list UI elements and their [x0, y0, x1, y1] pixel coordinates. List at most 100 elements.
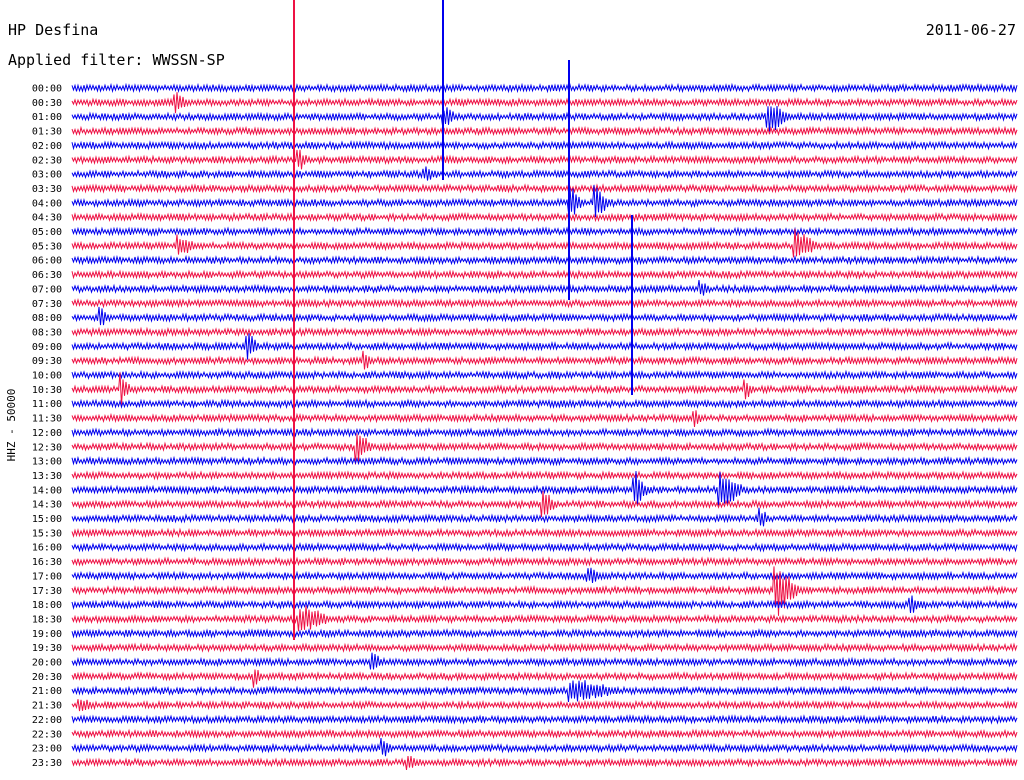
- time-tick-label: 02:30: [32, 155, 62, 166]
- trace-line: [71, 410, 1018, 428]
- time-tick-label: 08:30: [32, 327, 62, 338]
- time-tick-label: 09:30: [32, 356, 62, 367]
- time-tick-label: 13:00: [32, 457, 62, 468]
- trace-line: [71, 680, 1018, 702]
- trace-line: [71, 333, 1018, 360]
- time-tick-label: 12:00: [32, 428, 62, 439]
- trace-line: [71, 556, 1018, 567]
- time-tick-label: 14:30: [32, 500, 62, 511]
- time-tick-label: 23:00: [32, 744, 62, 755]
- time-tick-label: 03:30: [32, 184, 62, 195]
- trace-line: [71, 471, 1018, 508]
- time-tick-label: 04:30: [32, 213, 62, 224]
- time-tick-label: 19:30: [32, 643, 62, 654]
- trace-line: [71, 372, 1018, 407]
- trace-line: [71, 350, 1018, 370]
- trace-line: [71, 92, 1018, 114]
- trace-line: [71, 507, 1018, 527]
- trace-line: [71, 211, 1018, 223]
- time-tick-label: 20:00: [32, 658, 62, 669]
- time-tick-label: 10:00: [32, 371, 62, 382]
- trace-line: [71, 595, 1018, 614]
- time-tick-label: 00:00: [32, 84, 62, 95]
- trace-line: [71, 125, 1018, 137]
- trace-line: [71, 398, 1018, 410]
- time-tick-label: 07:30: [32, 299, 62, 310]
- station-title: HP Desfina: [8, 21, 99, 39]
- time-tick-label: 07:00: [32, 284, 62, 295]
- trace-group: [71, 0, 1018, 770]
- trace-line: [71, 491, 1018, 517]
- time-tick-label: 09:00: [32, 342, 62, 353]
- y-axis-label: HHZ - 50000: [5, 389, 18, 462]
- time-tick-label: 20:30: [32, 672, 62, 683]
- trace-line: [71, 699, 1018, 712]
- trace-line: [71, 427, 1018, 438]
- time-tick-label: 14:00: [32, 485, 62, 496]
- trace-line: [71, 567, 1018, 583]
- trace-line: [71, 566, 1018, 616]
- time-tick-label: 00:30: [32, 98, 62, 109]
- time-tick-label: 12:30: [32, 442, 62, 453]
- trace-line: [71, 105, 1018, 133]
- time-tick-label: 19:00: [32, 629, 62, 640]
- time-tick-label: 22:30: [32, 729, 62, 740]
- date-label: 2011-06-27: [925, 21, 1016, 39]
- time-tick-label: 11:30: [32, 414, 62, 425]
- time-tick-label: 06:30: [32, 270, 62, 281]
- time-axis: 00:00 00:30 01:00 01:30 02:00 02:30 03:00 03:30…: [32, 84, 62, 769]
- time-tick-label: 05:30: [32, 241, 62, 252]
- time-tick-label: 06:00: [32, 256, 62, 267]
- time-tick-label: 15:00: [32, 514, 62, 525]
- trace-line: [71, 226, 1018, 237]
- time-tick-label: 17:30: [32, 586, 62, 597]
- trace-line: [71, 605, 1018, 632]
- time-tick-label: 05:00: [32, 227, 62, 238]
- trace-line: [71, 297, 1018, 309]
- time-tick-label: 01:00: [32, 112, 62, 123]
- trace-line: [71, 269, 1018, 280]
- time-tick-label: 21:30: [32, 701, 62, 712]
- time-tick-label: 16:30: [32, 557, 62, 568]
- time-tick-label: 11:00: [32, 399, 62, 410]
- trace-line: [71, 652, 1018, 670]
- trace-line: [71, 714, 1018, 725]
- filter-label: Applied filter: WWSSN-SP: [8, 51, 225, 69]
- trace-line: [71, 433, 1018, 465]
- trace-line: [71, 228, 1018, 258]
- trace-line: [71, 728, 1018, 740]
- trace-line: [71, 326, 1018, 338]
- trace-line: [71, 470, 1018, 481]
- trace-line: [71, 738, 1018, 757]
- time-tick-label: 03:00: [32, 170, 62, 181]
- trace-line: [71, 369, 1018, 381]
- trace-line: [71, 527, 1018, 539]
- time-tick-label: 18:30: [32, 614, 62, 625]
- time-tick-label: 13:30: [32, 471, 62, 482]
- time-tick-label: 01:30: [32, 127, 62, 138]
- trace-line: [71, 166, 1018, 181]
- time-tick-label: 02:00: [32, 141, 62, 152]
- trace-line: [71, 642, 1018, 653]
- time-tick-label: 18:00: [32, 600, 62, 611]
- time-tick-label: 10:30: [32, 385, 62, 396]
- time-tick-label: 21:00: [32, 686, 62, 697]
- time-tick-label: 04:00: [32, 198, 62, 209]
- trace-line: [71, 306, 1018, 326]
- time-tick-label: 17:00: [32, 571, 62, 582]
- time-tick-label: 23:30: [32, 758, 62, 769]
- time-tick-label: 22:00: [32, 715, 62, 726]
- trace-line: [71, 280, 1018, 296]
- trace-line: [71, 756, 1018, 770]
- trace-line: [71, 627, 1018, 639]
- trace-line: [71, 541, 1018, 553]
- trace-line: [71, 140, 1018, 151]
- trace-line: [71, 183, 1018, 194]
- trace-line: [71, 82, 1018, 94]
- trace-line: [71, 669, 1018, 688]
- trace-line: [71, 455, 1018, 467]
- trace-line: [71, 149, 1018, 170]
- time-tick-label: 16:00: [32, 543, 62, 554]
- time-tick-label: 08:00: [32, 313, 62, 324]
